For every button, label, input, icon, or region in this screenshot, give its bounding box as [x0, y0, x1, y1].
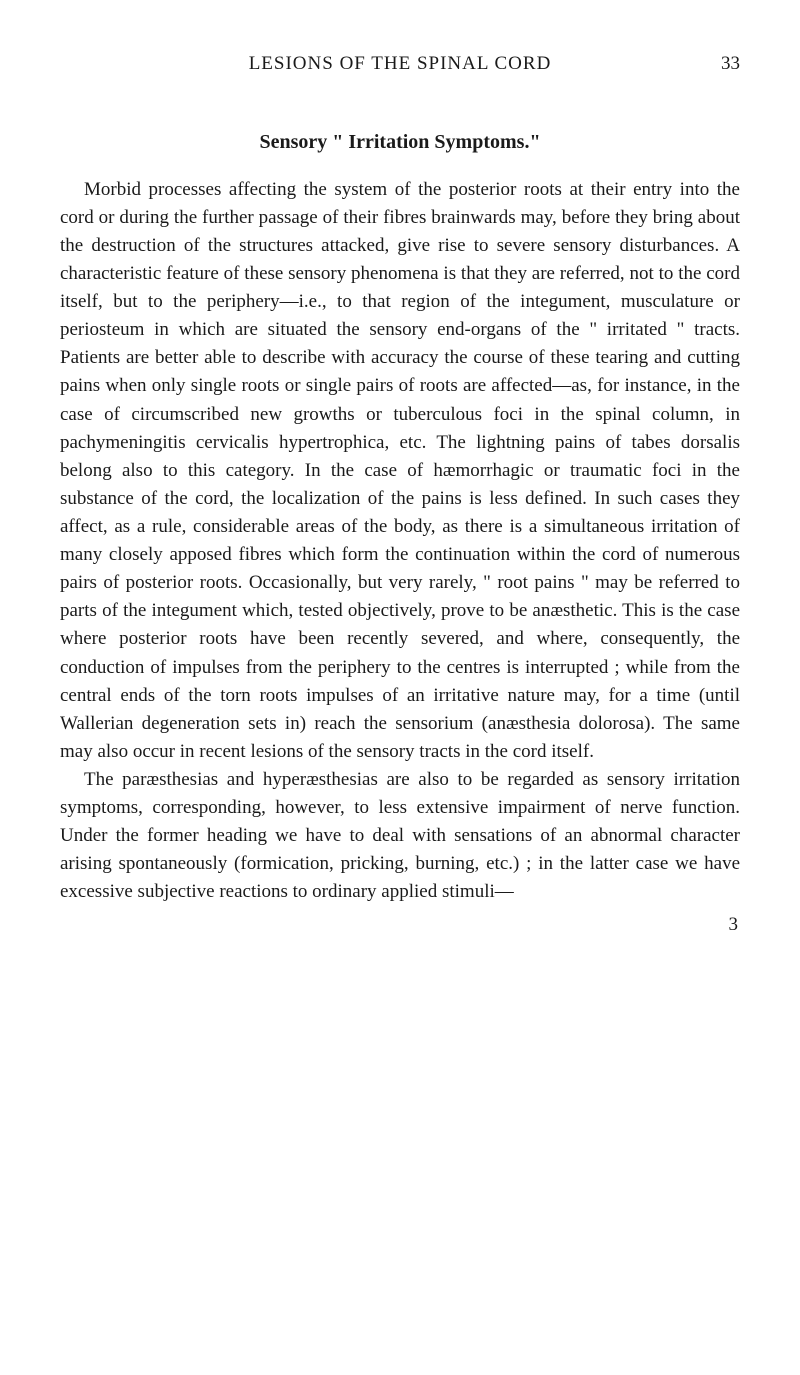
section-heading: Sensory " Irritation Symptoms." — [60, 128, 740, 158]
running-title: LESIONS OF THE SPINAL CORD — [90, 50, 710, 78]
signature-number: 3 — [60, 911, 740, 939]
page-number: 33 — [710, 50, 740, 78]
paragraph-1: Morbid processes affecting the system of… — [60, 176, 740, 766]
page-header: LESIONS OF THE SPINAL CORD 33 — [60, 50, 740, 78]
paragraph-2: The paræsthesias and hyperæsthesias are … — [60, 766, 740, 907]
body-text: Morbid processes affecting the system of… — [60, 176, 740, 907]
